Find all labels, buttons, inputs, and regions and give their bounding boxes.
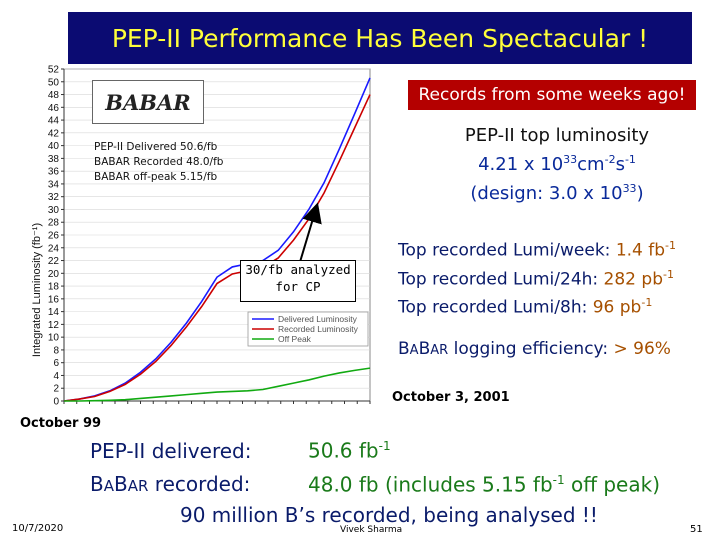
y-tick-label: 0 [53, 397, 59, 408]
y-tick-label: 50 [48, 77, 60, 88]
y-tick-label: 6 [53, 358, 59, 369]
series-offpeak-line [64, 367, 371, 402]
y-tick-label: 26 [48, 231, 60, 242]
summary: PEP-II delivered: 50.6 fb-1 BABAR recorde… [90, 432, 660, 530]
annotation-line1: 30/fb analyzed [245, 262, 351, 277]
y-tick-label: 4 [53, 371, 59, 382]
legend-label: Recorded Luminosity [278, 324, 359, 334]
y-tick-label: 36 [48, 167, 60, 178]
footer-author: Vivek Sharma [340, 525, 403, 535]
y-tick-label: 22 [48, 256, 60, 267]
records-list: Top recorded Lumi/week: 1.4 fb-1 Top rec… [398, 234, 676, 320]
summary-line3: 90 million B’s recorded, being analysed … [180, 503, 598, 528]
top-luminosity: PEP-II top luminosity 4.21 x 1033cm-2s-1… [404, 124, 710, 206]
legend-label: Delivered Luminosity [278, 314, 358, 324]
top-lumi-line1: PEP-II top luminosity [464, 125, 650, 146]
luminosity-chart: 0246810121416182022242628303234363840424… [31, 65, 371, 408]
y-tick-label: 48 [48, 90, 60, 101]
y-tick-label: 30 [48, 205, 60, 216]
y-tick-label: 42 [48, 128, 60, 139]
records-badge: Records from some weeks ago! [408, 80, 696, 110]
y-tick-label: 14 [48, 307, 60, 318]
y-tick-label: 34 [48, 179, 60, 190]
y-axis-label: Integrated Luminosity (fb⁻¹) [31, 223, 43, 357]
inner-legend-offpeak: BABAR off-peak 5.15/fb [94, 171, 218, 183]
y-tick-label: 10 [48, 333, 60, 344]
y-tick-label: 16 [48, 294, 60, 305]
y-tick-label: 44 [48, 116, 60, 127]
legend-label: Off Peak [278, 334, 312, 344]
y-tick-label: 24 [48, 243, 60, 254]
y-tick-label: 32 [48, 192, 60, 203]
logging-efficiency: BABAR logging efficiency: > 96% [398, 339, 671, 359]
x-axis [63, 400, 371, 404]
y-tick-label: 20 [48, 269, 60, 280]
y-tick-label: 40 [48, 141, 60, 152]
y-axis: 0246810121416182022242628303234363840424… [48, 65, 65, 408]
chart-series [63, 77, 371, 402]
date-start-label: October 99 [20, 416, 102, 431]
inner-legend-recorded: BABAR Recorded 48.0/fb [94, 156, 224, 168]
y-tick-label: 18 [48, 282, 60, 293]
y-tick-label: 52 [48, 65, 60, 76]
y-tick-label: 28 [48, 218, 60, 229]
series-recorded-line [63, 94, 371, 402]
annotation-box: 30/fb analyzed for CP [240, 260, 356, 302]
summary-recorded: BABAR recorded: 48.0 fb (includes 5.15 fb… [90, 472, 660, 497]
record-8h: Top recorded Lumi/8h: 96 pb-1 [398, 296, 653, 318]
annotation-line2: for CP [275, 279, 321, 294]
y-tick-label: 38 [48, 154, 60, 165]
inner-legend: PEP-II Delivered 50.6/fb BABAR Recorded … [94, 140, 223, 185]
top-lumi-line2: 4.21 x 1033cm-2s-1 [478, 153, 636, 175]
y-tick-label: 8 [53, 345, 59, 356]
top-lumi-line3: (design: 3.0 x 1033) [470, 182, 644, 204]
chart-grid [63, 68, 371, 402]
footer-page: 51 [690, 524, 703, 535]
y-tick-label: 2 [53, 384, 59, 395]
babar-logo: BABAR [92, 80, 204, 124]
record-24h: Top recorded Lumi/24h: 282 pb-1 [398, 267, 674, 290]
inner-legend-delivered: PEP-II Delivered 50.6/fb [94, 141, 218, 153]
record-week: Top recorded Lumi/week: 1.4 fb-1 [398, 239, 676, 261]
summary-delivered: PEP-II delivered: 50.6 fb-1 [90, 438, 391, 463]
y-tick-label: 12 [48, 320, 60, 331]
y-tick-label: 46 [48, 103, 60, 114]
date-end-label: October 3, 2001 [392, 390, 510, 405]
slide-title: PEP-II Performance Has Been Spectacular … [68, 12, 692, 64]
footer-date: 10/7/2020 [12, 523, 64, 534]
